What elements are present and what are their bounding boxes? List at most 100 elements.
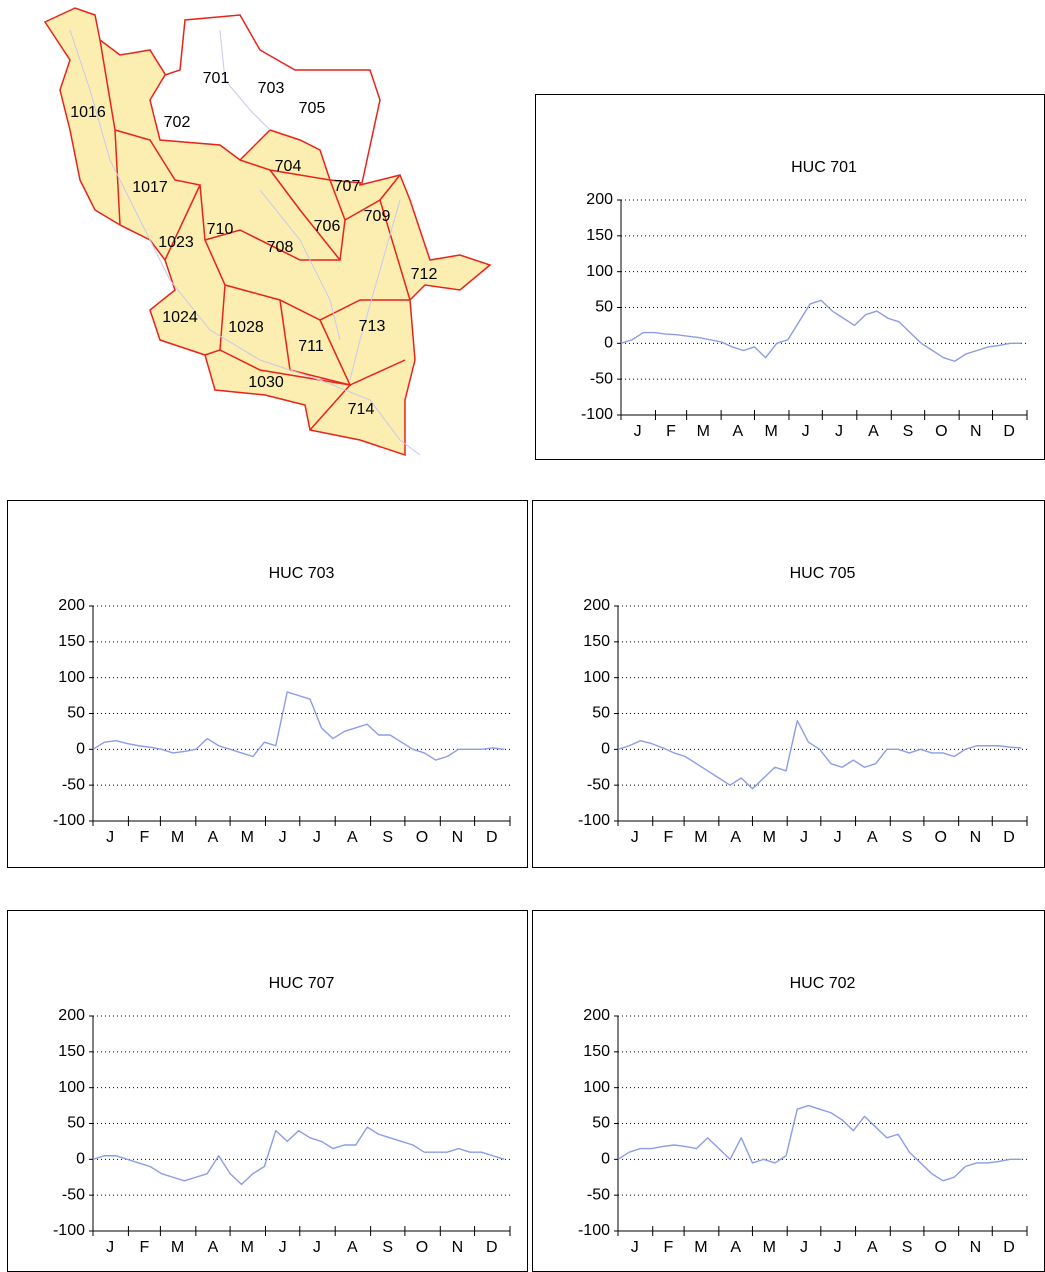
x-tick-label: A: [208, 829, 219, 846]
x-tick-label: O: [934, 1239, 946, 1256]
chart-title: HUC 707: [269, 975, 335, 992]
y-tick-label: -100: [578, 1222, 610, 1239]
y-tick-label: -50: [587, 1186, 610, 1203]
x-tick-label: J: [800, 1239, 808, 1256]
x-tick-label: O: [416, 1239, 428, 1256]
y-tick-label: 200: [58, 597, 85, 614]
x-tick-label: A: [730, 829, 741, 846]
y-tick-label: 50: [592, 1115, 610, 1132]
chart-panel: HUC 707 -100 -50 0 50 100 150 200 J F M A M J J A S O N D: [7, 910, 528, 1272]
basin-label: 701: [203, 70, 230, 87]
x-tick-label: S: [902, 1239, 913, 1256]
x-tick-label: J: [631, 1239, 639, 1256]
y-tick-label: 200: [583, 597, 610, 614]
x-tick-label: D: [486, 1239, 498, 1256]
x-tick-label: J: [279, 829, 287, 846]
x-tick-label: N: [970, 1239, 982, 1256]
x-tick-label: M: [241, 829, 254, 846]
chart-title: HUC 703: [269, 565, 335, 582]
basin-label: 714: [348, 401, 375, 418]
basin-label: 710: [207, 221, 234, 238]
x-tick-label: A: [347, 829, 358, 846]
basin-label: 712: [411, 266, 438, 283]
x-tick-label: J: [835, 423, 843, 440]
y-tick-label: 50: [592, 705, 610, 722]
x-tick-label: F: [664, 1239, 674, 1256]
watershed-unshaded: [149, 14, 381, 184]
x-tick-label: J: [834, 1239, 842, 1256]
basin-label: 703: [258, 80, 285, 97]
x-tick-label: A: [867, 829, 878, 846]
x-tick-label: M: [241, 1239, 254, 1256]
x-tick-label: A: [730, 1239, 741, 1256]
basin-label: 704: [275, 158, 302, 175]
x-tick-label: M: [694, 1239, 707, 1256]
x-tick-label: J: [834, 829, 842, 846]
series-line: [92, 691, 505, 761]
chart-panel: HUC 703 -100 -50 0 50 100 150 200 J F M A M J J A S O N D: [7, 500, 528, 868]
basin-label: 707: [334, 178, 361, 195]
y-tick-label: 100: [58, 669, 85, 686]
basin-label: 1030: [248, 374, 284, 391]
panel-border: [7, 910, 528, 1272]
x-tick-label: N: [970, 829, 982, 846]
y-tick-label: 0: [601, 1151, 610, 1168]
x-tick-label: M: [765, 423, 778, 440]
rivers: [69, 29, 421, 456]
series-line: [617, 719, 1022, 790]
x-tick-label: M: [171, 1239, 184, 1256]
x-tick-label: J: [313, 1239, 321, 1256]
y-tick-label: -50: [62, 1186, 85, 1203]
basin-label: 705: [299, 100, 326, 117]
x-tick-label: N: [970, 423, 982, 440]
x-tick-label: A: [732, 423, 743, 440]
basin-label: 708: [267, 239, 294, 256]
x-tick-label: J: [106, 1239, 114, 1256]
x-tick-label: M: [697, 423, 710, 440]
x-tick-label: S: [903, 423, 914, 440]
basin-label: 1024: [162, 309, 198, 326]
y-tick-label: 50: [595, 299, 613, 316]
x-tick-label: J: [800, 829, 808, 846]
x-tick-label: A: [347, 1239, 358, 1256]
y-tick-label: 150: [58, 1043, 85, 1060]
y-tick-label: 100: [58, 1079, 85, 1096]
y-tick-label: 100: [583, 669, 610, 686]
y-tick-label: 0: [601, 741, 610, 758]
y-tick-label: 150: [586, 227, 613, 244]
y-tick-label: 150: [583, 633, 610, 650]
chart-panel: HUC 701 -100 -50 0 50 100 150 200 J F M A M J J A S O N D: [535, 94, 1045, 460]
y-tick-label: -100: [581, 406, 613, 423]
y-tick-label: -100: [53, 1222, 85, 1239]
basin-label: 1016: [70, 104, 106, 121]
basin-label: 1017: [132, 179, 168, 196]
x-tick-label: M: [763, 829, 776, 846]
basin-label: 711: [298, 338, 324, 355]
x-tick-label: M: [763, 1239, 776, 1256]
y-tick-label: -50: [62, 776, 85, 793]
y-tick-label: 50: [67, 705, 85, 722]
sub-basin-borders: [99, 39, 411, 431]
basin-label: 1028: [228, 319, 264, 336]
y-tick-label: -50: [590, 370, 613, 387]
y-tick-label: -50: [587, 776, 610, 793]
basin-label: 706: [314, 218, 341, 235]
x-tick-label: J: [631, 829, 639, 846]
y-tick-label: 200: [583, 1007, 610, 1024]
x-tick-label: J: [802, 423, 810, 440]
x-tick-label: S: [902, 829, 913, 846]
series-line: [620, 299, 1022, 362]
y-tick-label: 200: [586, 191, 613, 208]
x-tick-label: M: [694, 829, 707, 846]
x-tick-label: F: [666, 423, 676, 440]
basin-label: 713: [359, 318, 386, 335]
x-tick-label: J: [313, 829, 321, 846]
y-tick-label: 0: [76, 1151, 85, 1168]
x-tick-label: F: [664, 829, 674, 846]
y-tick-label: 0: [604, 335, 613, 352]
x-tick-label: A: [208, 1239, 219, 1256]
x-tick-label: D: [1003, 1239, 1015, 1256]
x-tick-label: N: [452, 829, 464, 846]
chart-panel: HUC 705 -100 -50 0 50 100 150 200 J F M A M J J A S O N D: [532, 500, 1045, 868]
